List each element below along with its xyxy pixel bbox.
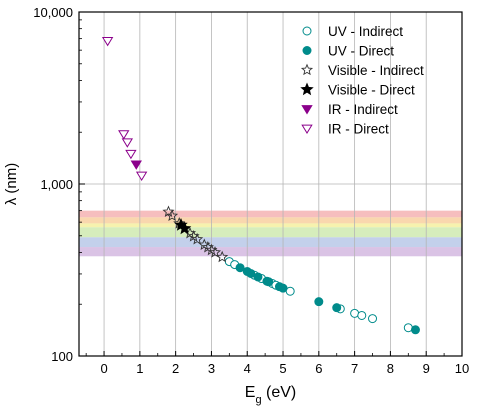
visible-band-4 [79,237,462,248]
data-point [121,138,134,148]
x-axis-label-subscript: g [255,394,261,406]
x-tick-label: 10 [455,361,469,376]
visible-band-5 [79,247,462,257]
x-tick-label: 9 [423,361,430,376]
legend-marker [302,26,312,36]
data-point [246,268,256,278]
legend-label: Visible - Indirect [328,63,424,78]
visible-band-0 [79,210,462,218]
y-tick-label: 10,000 [33,5,73,20]
legend-marker [300,82,314,96]
data-point [208,246,222,258]
x-tick-label: 6 [315,361,322,376]
x-axis-label-base: E [245,384,256,401]
axis-ticks-layer: 0 1 2 3 4 5 6 7 8 9 10 100 1,000 10,000 [33,5,469,376]
data-point [135,171,148,182]
y-tick-label: 1,000 [40,177,73,192]
x-tick-label: 1 [136,361,143,376]
data-point [253,272,263,282]
y-tick-label: 100 [51,349,73,364]
legend-label: Visible - Direct [328,83,415,98]
data-point [118,130,130,140]
legend-label: UV - Indirect [328,24,403,39]
data-point [216,250,229,263]
bands-layer [79,210,462,257]
visible-band-2 [79,223,462,228]
legend-label: IR - Indirect [328,102,398,117]
legend-label: IR - Direct [328,122,389,137]
x-tick-label: 4 [244,361,251,376]
data-point [410,325,420,335]
data-point [368,314,378,324]
legend-entry: Visible - Indirect [300,63,424,78]
x-tick-label: 8 [387,361,394,376]
data-point [235,263,245,273]
y-axis-label: λ (nm) [3,163,20,206]
legend-entry: Visible - Direct [300,82,415,98]
x-tick-label: 5 [279,361,286,376]
data-point [130,160,142,170]
x-tick-label: 0 [100,361,107,376]
data-point [125,149,137,160]
data-point [314,297,324,307]
legend-marker [302,46,312,55]
data-point [191,232,204,245]
legend-label: UV - Direct [328,44,394,59]
legend-entry: UV - Direct [302,44,394,59]
x-axis-label-unit: (eV) [262,384,297,401]
legend-entry: IR - Direct [301,122,389,137]
x-tick-label: 7 [351,361,358,376]
legend-marker [301,124,313,135]
points-layer [101,36,420,335]
data-point [264,277,274,287]
legend-marker [301,105,313,115]
legend-entry: IR - Indirect [301,102,398,117]
x-tick-label: 2 [172,361,179,376]
data-point [101,36,114,47]
data-point [166,209,179,221]
data-point [332,303,342,313]
legend: UV - Indirect UV - Direct Visible - Indire… [300,24,424,137]
x-tick-label: 3 [208,361,215,376]
x-axis-label: Eg (eV) [245,384,296,406]
data-point [357,310,367,320]
data-point [177,221,192,235]
data-point [278,283,288,293]
legend-entry: UV - Indirect [302,24,403,39]
visible-band-3 [79,227,462,238]
visible-band-1 [79,217,462,224]
legend-marker [300,63,314,76]
